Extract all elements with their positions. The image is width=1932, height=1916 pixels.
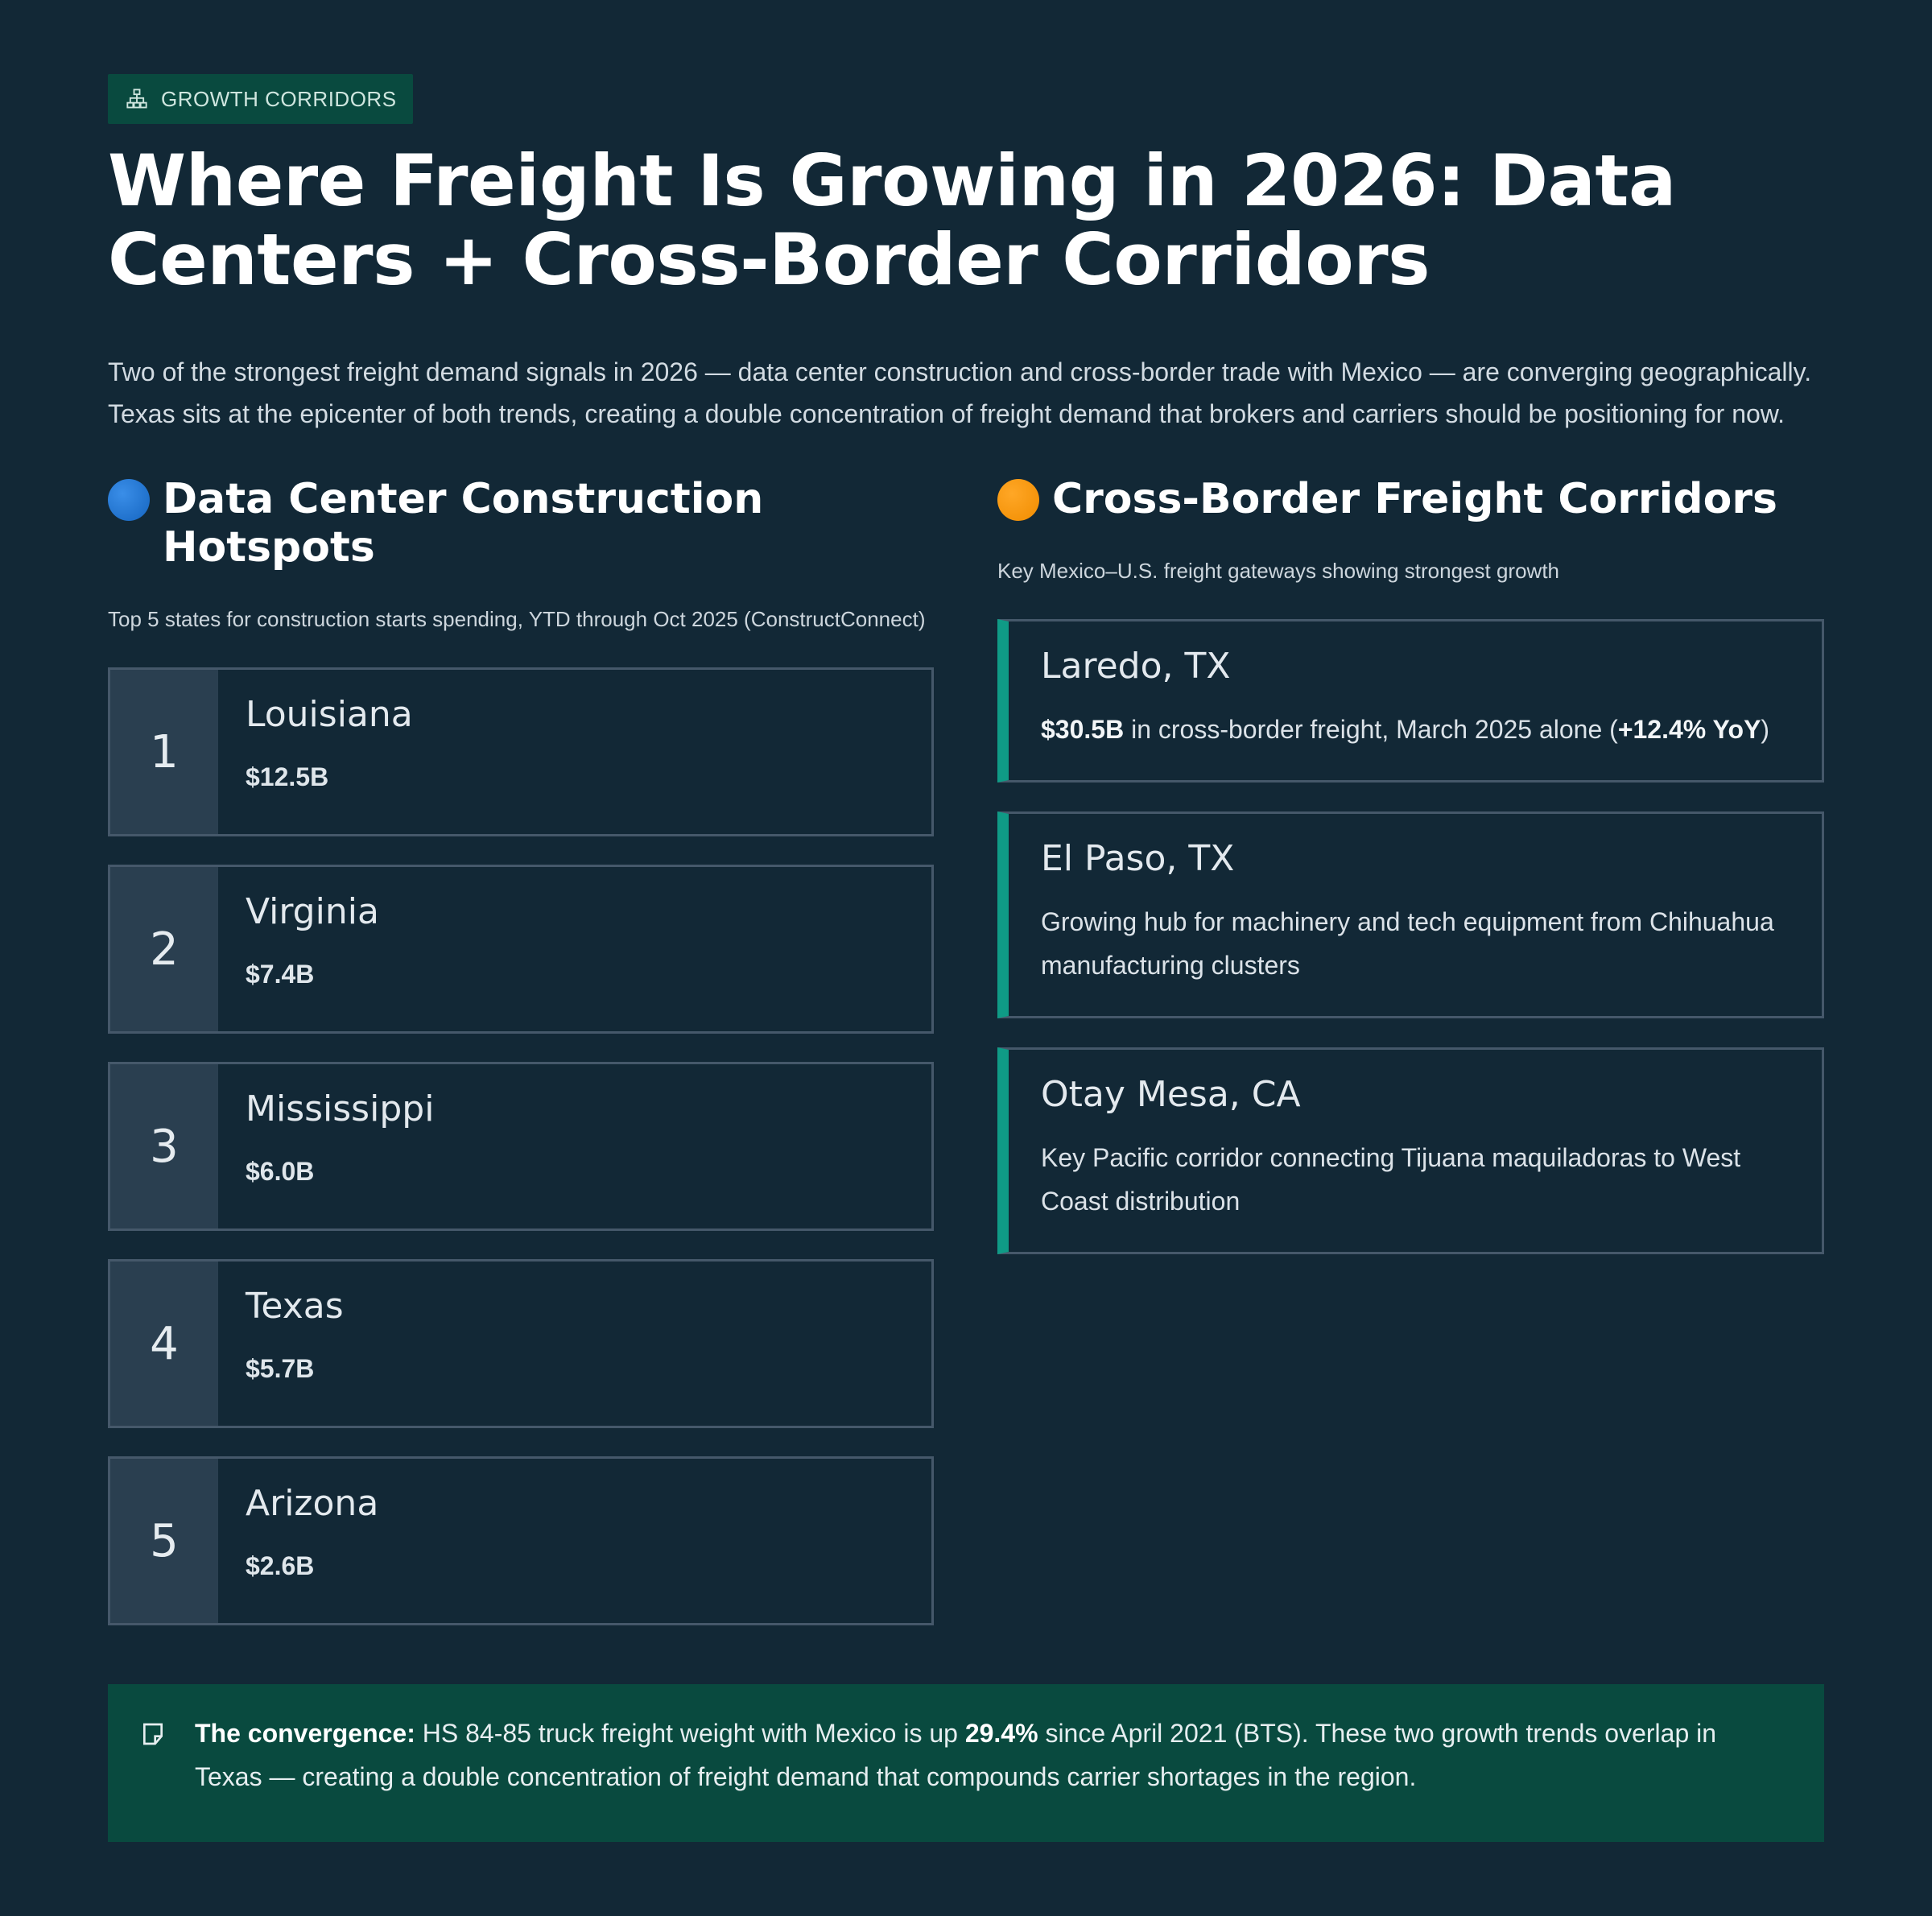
rank-value: $6.0B [246,1157,315,1186]
intro-paragraph: Two of the strongest freight demand sign… [108,357,1812,428]
corridor-name: Laredo, TX [1041,646,1231,687]
rank-card: 5 Arizona $2.6B [108,1456,934,1625]
rank-number: 4 [110,1262,218,1426]
rank-value: $5.7B [246,1354,315,1383]
rank-state: Virginia [246,891,379,932]
rank-value: $12.5B [246,762,329,791]
rank-number: 2 [110,867,218,1031]
data-centers-heading: Data Center Construction Hotspots [108,475,934,572]
callout-text-end: since April 2021 (BTS). These two growth… [195,1719,1717,1791]
rank-card: 4 Texas $5.7B [108,1259,934,1428]
rank-card: 2 Virginia $7.4B [108,865,934,1034]
rank-number: 5 [110,1459,218,1623]
rank-state: Mississippi [246,1088,435,1129]
callout-highlight: 29.4% [964,1719,1038,1748]
corridor-name: El Paso, TX [1041,838,1235,879]
rank-state: Arizona [246,1483,379,1524]
content-columns: Data Center Construction Hotspots Top 5 … [108,475,1824,1634]
rank-number: 1 [110,670,218,834]
rank-card: 1 Louisiana $12.5B [108,667,934,836]
corridor-list: Laredo, TX $30.5B in cross-border freigh… [997,619,1824,1254]
corridor-card: El Paso, TX Growing hub for machinery an… [997,811,1824,1018]
rank-state: Louisiana [246,694,413,735]
rank-value: $7.4B [246,960,315,989]
corridors-section: Cross-Border Freight Corridors Key Mexic… [997,475,1824,1283]
callout-lead: The convergence: [195,1719,415,1748]
corridor-name: Otay Mesa, CA [1041,1074,1301,1115]
corridor-description: $30.5B in cross-border freight, March 20… [1041,715,1770,744]
hierarchy-icon [126,89,147,109]
page-title: Where Freight Is Growing in 2026: Data C… [108,139,1676,301]
corridor-description: Key Pacific corridor connecting Tijuana … [1041,1143,1741,1216]
blue-circle-icon [108,479,150,521]
category-tag: GROWTH CORRIDORS [108,74,413,124]
data-centers-title: Data Center Construction Hotspots [163,475,764,572]
note-icon [143,1723,163,1745]
category-tag-label: GROWTH CORRIDORS [161,86,397,111]
rank-value: $2.6B [246,1551,315,1580]
convergence-callout: The convergence: HS 84-85 truck freight … [108,1684,1824,1842]
corridors-heading: Cross-Border Freight Corridors [997,475,1824,523]
rank-number: 3 [110,1064,218,1228]
rank-state: Texas [246,1286,344,1327]
corridor-card: Otay Mesa, CA Key Pacific corridor conne… [997,1047,1824,1254]
callout-text: HS 84-85 truck freight weight with Mexic… [415,1719,965,1748]
corridor-card: Laredo, TX $30.5B in cross-border freigh… [997,619,1824,783]
corridors-title: Cross-Border Freight Corridors [1052,475,1777,523]
rank-list: 1 Louisiana $12.5B 2 Virginia $7.4B 3 Mi… [108,667,934,1625]
orange-circle-icon [997,479,1039,521]
corridors-subtitle: Key Mexico–U.S. freight gateways showing… [997,559,1560,583]
data-centers-section: Data Center Construction Hotspots Top 5 … [108,475,934,1654]
rank-card: 3 Mississippi $6.0B [108,1062,934,1231]
corridor-description: Growing hub for machinery and tech equip… [1041,907,1774,980]
data-centers-subtitle: Top 5 states for construction starts spe… [108,607,926,631]
